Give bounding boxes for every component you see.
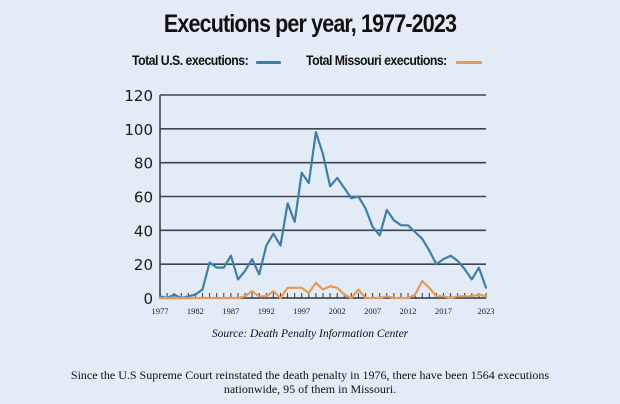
line-chart: 0 20 40 60 80 100 120 1977 1982 1987 1992 1997 2002 2… — [124, 87, 495, 316]
series-line-missouri — [158, 280, 488, 300]
source-caption: Source: Death Penalty Information Center — [211, 328, 409, 340]
x-tick-label: 1987 — [222, 306, 239, 316]
legend-label-missouri: Total Missouri executions: — [306, 52, 447, 68]
legend-item-missouri: Total Missouri executions: — [306, 52, 466, 68]
legend-item-us: Total U.S. executions: — [132, 52, 264, 68]
x-tick-label: 2002 — [329, 306, 346, 316]
x-tick-label: 1977 — [152, 306, 169, 316]
x-tick-label: 1982 — [187, 306, 204, 316]
x-tick-label: 1997 — [293, 306, 310, 316]
y-tick-label: 100 — [124, 121, 153, 139]
footnote: Since the U.S Supreme Court reinstated t… — [70, 368, 550, 396]
y-tick-label: 80 — [134, 155, 153, 173]
x-tick-label: 2023 — [478, 306, 495, 316]
x-tick-label: 2012 — [400, 306, 417, 316]
chart-title: Executions per year, 1977-2023 — [163, 10, 457, 38]
legend-label-us: Total U.S. executions: — [132, 52, 249, 68]
legend: Total U.S. executions: Total Missouri ex… — [0, 52, 620, 72]
legend-swatch-us — [256, 61, 281, 64]
x-tick-label: 1992 — [258, 306, 275, 316]
y-tick-label: 60 — [134, 189, 153, 207]
y-tick-label: 120 — [124, 87, 153, 105]
y-tick-label: 20 — [134, 256, 153, 274]
y-tick-label: 40 — [134, 222, 153, 240]
legend-swatch-missouri — [456, 61, 482, 64]
x-tick-label: 2007 — [364, 306, 381, 316]
x-tick-label: 2017 — [435, 306, 452, 316]
y-tick-label: 0 — [143, 290, 153, 308]
series-line-us — [158, 131, 488, 300]
